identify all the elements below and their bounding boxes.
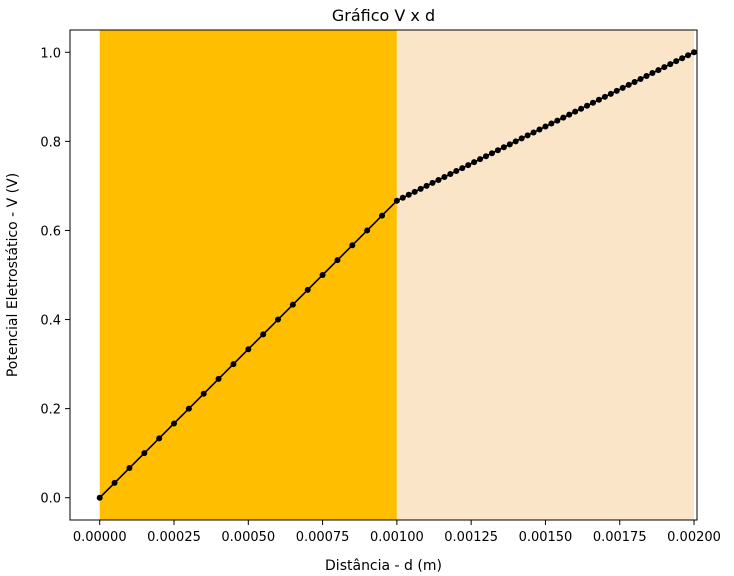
shaded-region-1 [99, 30, 397, 520]
data-point [411, 188, 418, 195]
data-point [405, 191, 412, 198]
data-point [488, 150, 495, 157]
data-point [679, 55, 686, 62]
data-point [548, 120, 555, 127]
x-axis-ticks: 0.00000 0.00025 0.00050 0.00075 0.00100 0.001… [73, 520, 721, 545]
y-axis-label: Potencial Eletrostático - V (V) [5, 173, 21, 377]
x-tick-label: 0.00025 [147, 530, 201, 545]
data-point [96, 494, 103, 501]
shaded-regions [99, 30, 695, 520]
data-point [447, 171, 454, 178]
y-axis-ticks: 0.0 0.2 0.4 0.6 0.8 1.0 [40, 46, 70, 507]
data-point [667, 61, 674, 68]
data-point [379, 212, 386, 219]
shaded-region-2 [396, 30, 695, 520]
data-point [601, 93, 608, 100]
data-point [289, 301, 296, 308]
data-point [399, 194, 406, 201]
data-point [500, 144, 507, 151]
series-layer [96, 49, 698, 501]
data-point [156, 435, 163, 442]
data-point [417, 185, 424, 192]
data-point [524, 132, 531, 139]
data-point [554, 117, 561, 124]
y-tick-label: 0.0 [40, 492, 61, 507]
x-tick-label: 0.00075 [296, 530, 350, 545]
data-point [512, 138, 519, 145]
data-point [506, 141, 513, 148]
data-point [542, 123, 549, 130]
data-point [349, 242, 356, 249]
x-axis-label: Distância - d (m) [325, 558, 442, 574]
data-point [536, 126, 543, 133]
data-point [572, 108, 579, 115]
data-point [393, 197, 400, 204]
data-point [185, 405, 192, 412]
data-point [260, 331, 267, 338]
data-point [607, 90, 614, 97]
y-tick-label: 0.6 [40, 224, 61, 239]
data-point [141, 450, 148, 457]
data-point [589, 99, 596, 106]
x-tick-label: 0.00200 [667, 530, 721, 545]
data-point [200, 390, 207, 397]
axes-frame [69, 29, 698, 521]
data-point [578, 105, 585, 112]
chart-title: Gráfico V x d [332, 6, 435, 25]
data-point [691, 49, 698, 56]
data-point [560, 114, 567, 121]
data-point [215, 375, 222, 382]
data-point [673, 58, 680, 65]
data-point [126, 465, 133, 472]
data-point [171, 420, 178, 427]
data-point [304, 286, 311, 293]
y-tick-label: 1.0 [40, 46, 61, 61]
data-point [661, 64, 668, 71]
data-point [441, 173, 448, 180]
x-tick-label: 0.00125 [444, 530, 498, 545]
data-point [613, 87, 620, 94]
data-point [619, 84, 626, 91]
data-point [230, 361, 237, 368]
data-point [530, 129, 537, 136]
data-point [429, 179, 436, 186]
data-point [364, 227, 371, 234]
y-tick-label: 0.2 [40, 403, 61, 418]
x-tick-label: 0.00000 [73, 530, 127, 545]
data-point [471, 159, 478, 166]
data-point [111, 479, 118, 486]
data-point [685, 52, 692, 59]
data-point [319, 271, 326, 278]
data-point [453, 168, 460, 175]
data-point [459, 165, 466, 172]
x-tick-label: 0.00150 [519, 530, 573, 545]
data-point [584, 102, 591, 109]
data-point [423, 182, 430, 189]
data-point [275, 316, 282, 323]
x-tick-label: 0.00175 [593, 530, 647, 545]
y-tick-label: 0.8 [40, 135, 61, 150]
data-point [465, 162, 472, 169]
data-point [643, 73, 650, 80]
data-point [245, 346, 252, 353]
data-point [649, 70, 656, 77]
data-point [625, 81, 632, 88]
data-point [494, 147, 501, 154]
data-point [655, 67, 662, 74]
data-point [566, 111, 573, 118]
data-point [435, 176, 442, 183]
x-tick-label: 0.00100 [370, 530, 424, 545]
data-point [595, 96, 602, 103]
data-point [483, 153, 490, 160]
data-point [334, 257, 341, 264]
x-tick-label: 0.00050 [221, 530, 275, 545]
data-point [637, 75, 644, 82]
data-point [477, 156, 484, 163]
y-tick-label: 0.4 [40, 314, 61, 329]
data-point [518, 135, 525, 142]
data-point [631, 78, 638, 85]
